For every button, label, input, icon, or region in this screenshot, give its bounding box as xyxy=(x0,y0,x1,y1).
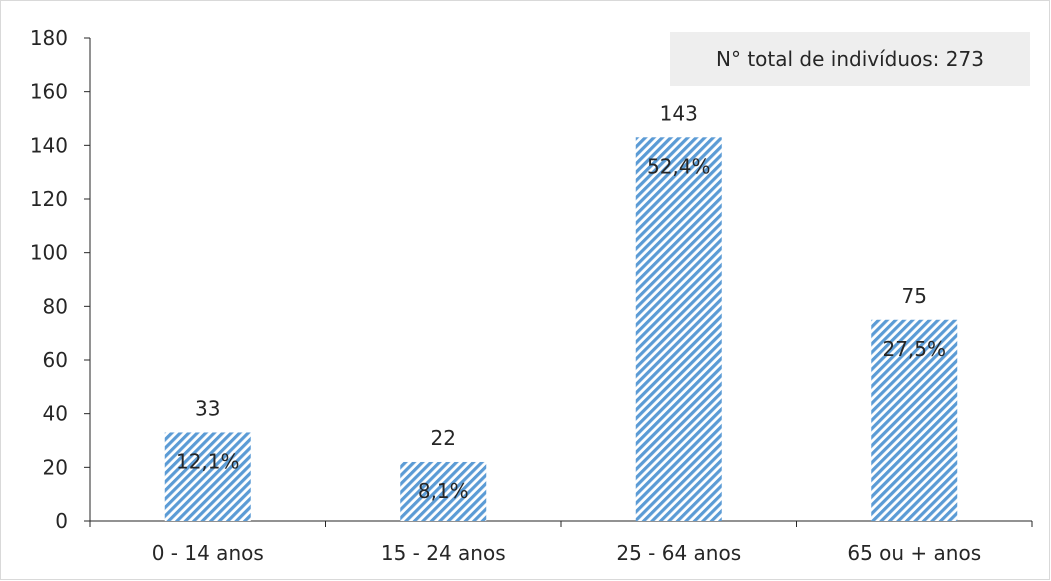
bar xyxy=(164,432,251,521)
y-tick-label: 160 xyxy=(30,80,68,104)
y-tick-label: 180 xyxy=(30,26,68,50)
y-tick-label: 80 xyxy=(43,294,68,318)
bar-percent-label: 27,5% xyxy=(882,337,946,361)
y-tick-label: 100 xyxy=(30,241,68,265)
y-tick-label: 20 xyxy=(43,455,68,479)
bar-value-label: 22 xyxy=(431,426,456,450)
x-category-label: 65 ou + anos xyxy=(847,541,981,565)
bar-value-label: 143 xyxy=(660,101,698,125)
y-tick-label: 140 xyxy=(30,133,68,157)
bar xyxy=(400,461,487,521)
bar-percent-label: 12,1% xyxy=(176,449,240,473)
y-tick-label: 120 xyxy=(30,187,68,211)
bar-value-label: 33 xyxy=(195,396,220,420)
x-category-label: 0 - 14 anos xyxy=(152,541,264,565)
x-category-label: 15 - 24 anos xyxy=(381,541,506,565)
bar xyxy=(635,137,722,522)
y-tick-label: 60 xyxy=(43,348,68,372)
bar-percent-label: 52,4% xyxy=(647,154,711,178)
bar-value-label: 75 xyxy=(902,284,927,308)
y-tick-label: 40 xyxy=(43,402,68,426)
y-tick-label: 0 xyxy=(55,509,68,533)
bar xyxy=(871,319,958,521)
total-individuals-annotation: N° total de indivíduos: 273 xyxy=(670,32,1030,86)
x-category-label: 25 - 64 anos xyxy=(616,541,741,565)
bar-percent-label: 8,1% xyxy=(418,479,469,503)
